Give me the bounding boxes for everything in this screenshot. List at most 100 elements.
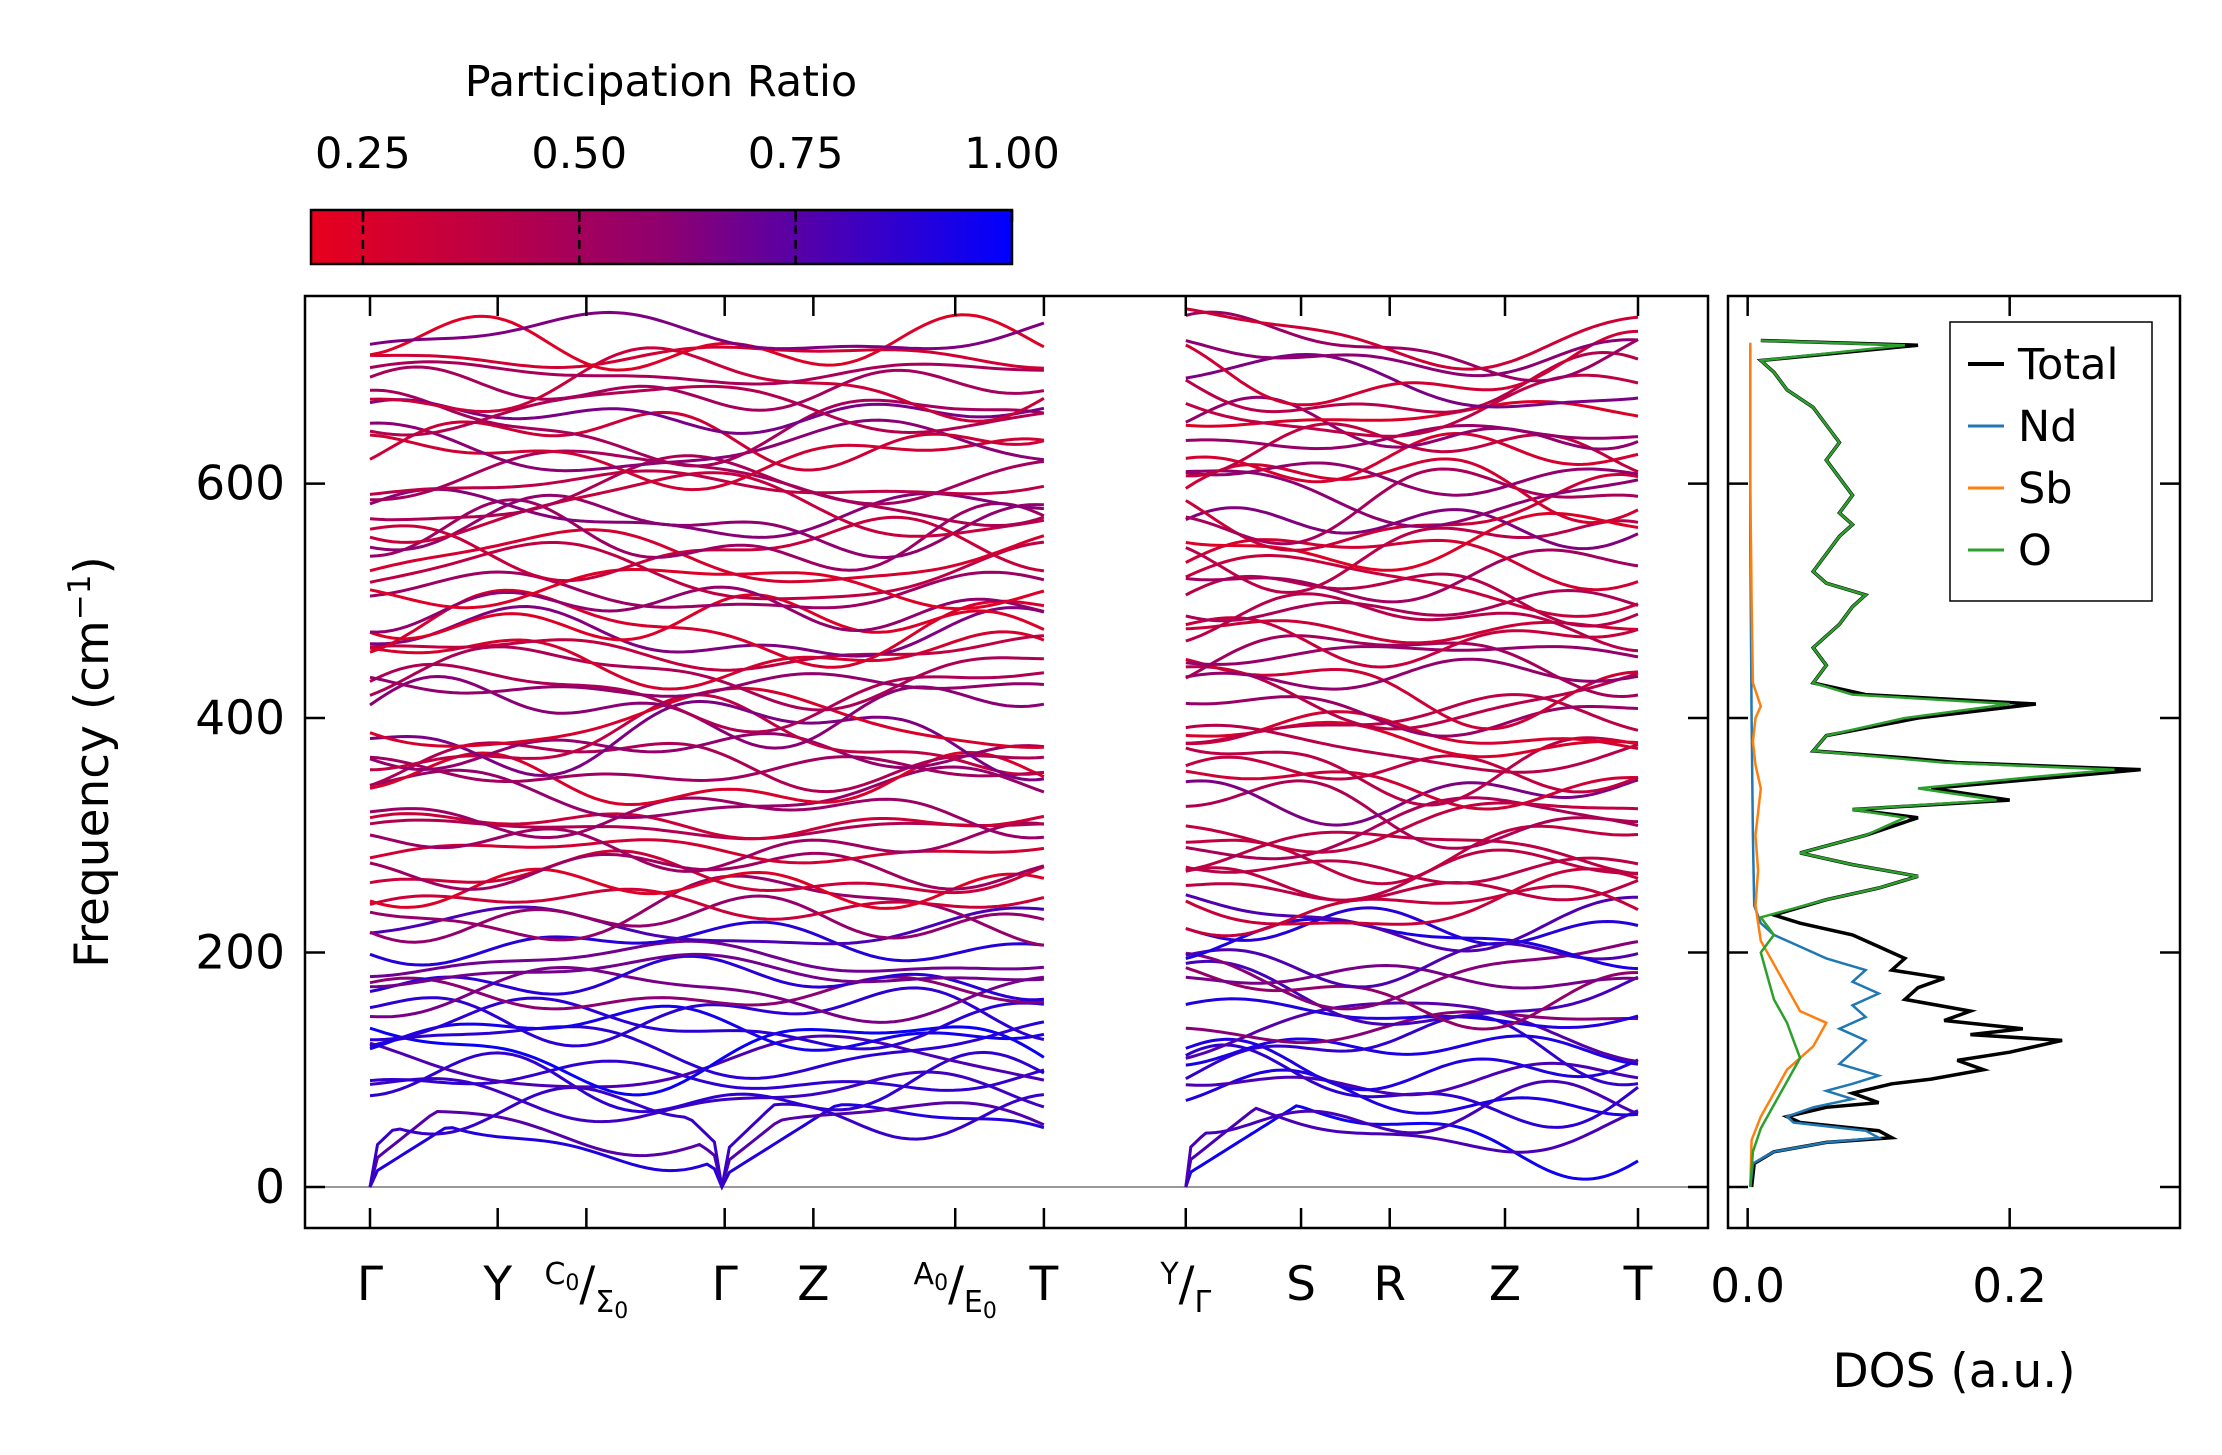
phonon-band [369,965,1045,1024]
dos-x-tick-label: 0.0 [1710,1259,1785,1314]
phonon-band [369,384,1045,437]
phonon-band [369,365,1045,412]
phonon-band [369,920,1045,967]
phonon-band [368,1103,1045,1191]
phonon-band [369,634,1045,672]
phonon-band [369,796,1044,840]
x-tick-label: T [1623,1257,1653,1312]
phonon-band [1185,1013,1639,1087]
phonon-band [369,570,1045,610]
dos-x-tick-label: 0.2 [1972,1259,2047,1314]
phonon-band [1185,940,1639,1011]
dos-series-nd [1749,342,1883,1188]
phonon-band [1185,511,1639,572]
phonon-band [369,1050,1045,1114]
phonon-band [369,952,1044,989]
dos-series-o [1749,339,2115,1188]
x-tick-label: T [1029,1257,1059,1312]
phonon-band [1185,959,1639,1026]
phonon-band [1185,338,1639,378]
phonon-band [1185,554,1639,618]
phonon-band [369,894,1045,944]
phonon-band [1185,906,1639,946]
phonon-band [1185,329,1639,407]
phonon-band [1184,1106,1639,1188]
phonon-band [369,454,1045,527]
phonon-band [369,905,1045,946]
phonon-band [1185,963,1639,990]
phonon-band [369,585,1045,634]
dos-curves [1749,338,2141,1188]
phonon-band [369,630,1045,691]
phonon-band [1185,796,1639,861]
legend-label-o: O [2018,526,2052,576]
x-tick-label: Z [797,1257,829,1312]
phonon-band [1185,856,1639,885]
phonon-band [1185,352,1639,409]
phonon-band [1185,695,1639,738]
x-tick-label: R [1373,1257,1406,1312]
phonon-band [369,310,1045,351]
legend-box [1949,321,2153,602]
phonon-band [1185,1034,1639,1067]
phonon-band [368,1085,1045,1188]
phonon-band [369,699,1045,782]
y-tick-label: 200 [195,926,285,981]
band-structure-panel: 0 200 400 600 Γ Y C0/Σ0 Γ Z A0/E0 T Y/Γ S R Z T Frequen… [62,294,1710,1324]
x-tick-label: Γ [357,1257,383,1312]
colorbar-tick-label: 1.00 [964,129,1060,179]
phonon-band [369,493,1044,560]
phonon-band [369,986,1045,1048]
phonon-band [1185,307,1639,371]
phonon-band [1184,1104,1639,1188]
phonon-band [1185,665,1639,731]
dos-series-sb [1749,342,1829,1188]
phonon-band [1185,395,1639,451]
phonon-band [369,593,1045,642]
phonon-band [1184,457,1639,525]
phonon-band [369,568,1045,611]
phonon-band [1185,893,1639,953]
colorbar-ticks: 0.25 0.50 0.75 1.00 [315,129,1060,264]
phonon-band [369,540,1045,601]
legend-label-sb: Sb [2018,464,2073,514]
main-axes: 0 200 400 600 Γ Y C0/Σ0 Γ Z A0/E0 T Y/Γ S R Z T [195,296,1708,1324]
phonon-band [369,939,1045,979]
phonon-band [1185,645,1639,666]
phonon-band [1185,779,1639,850]
phonon-band [369,528,1045,584]
phonon-band [369,360,1044,386]
phonon-band [369,975,1044,1011]
phonon-band [369,498,1045,572]
y-tick-label: 600 [195,457,285,512]
colorbar: Participation Ratio 0.25 0.50 0.75 1.00 [309,57,1060,266]
phonon-band [368,1101,1045,1188]
phonon-band [369,588,1045,669]
colorbar-bar [309,208,1014,266]
phonon-band [369,1020,1045,1080]
phonon-band [1185,1010,1639,1045]
phonon-band [1185,519,1639,594]
phonon-band [369,418,1045,473]
phonon-band [1184,1079,1639,1188]
phonon-band [369,645,1044,712]
legend-label-nd: Nd [2018,402,2077,452]
phonon-band [1185,469,1639,529]
phonon-band [369,410,1045,472]
phonon-band [369,1059,1045,1092]
phonon-band [1185,588,1639,623]
phonon-band [369,838,1045,865]
colorbar-label: Participation Ratio [465,57,858,107]
phonon-band [369,345,1044,370]
phonon-band [1185,506,1639,551]
phonon-band [369,662,1045,734]
phonon-band [369,471,1045,544]
x-tick-label: A0/E0 [914,1257,997,1324]
phonon-band [369,1070,1045,1124]
phonon-band [369,672,1044,698]
x-tick-label: S [1286,1257,1316,1312]
legend-entries: Total Nd Sb O [1968,340,2118,576]
phonon-band [1185,867,1639,926]
phonon-band [369,887,1045,921]
